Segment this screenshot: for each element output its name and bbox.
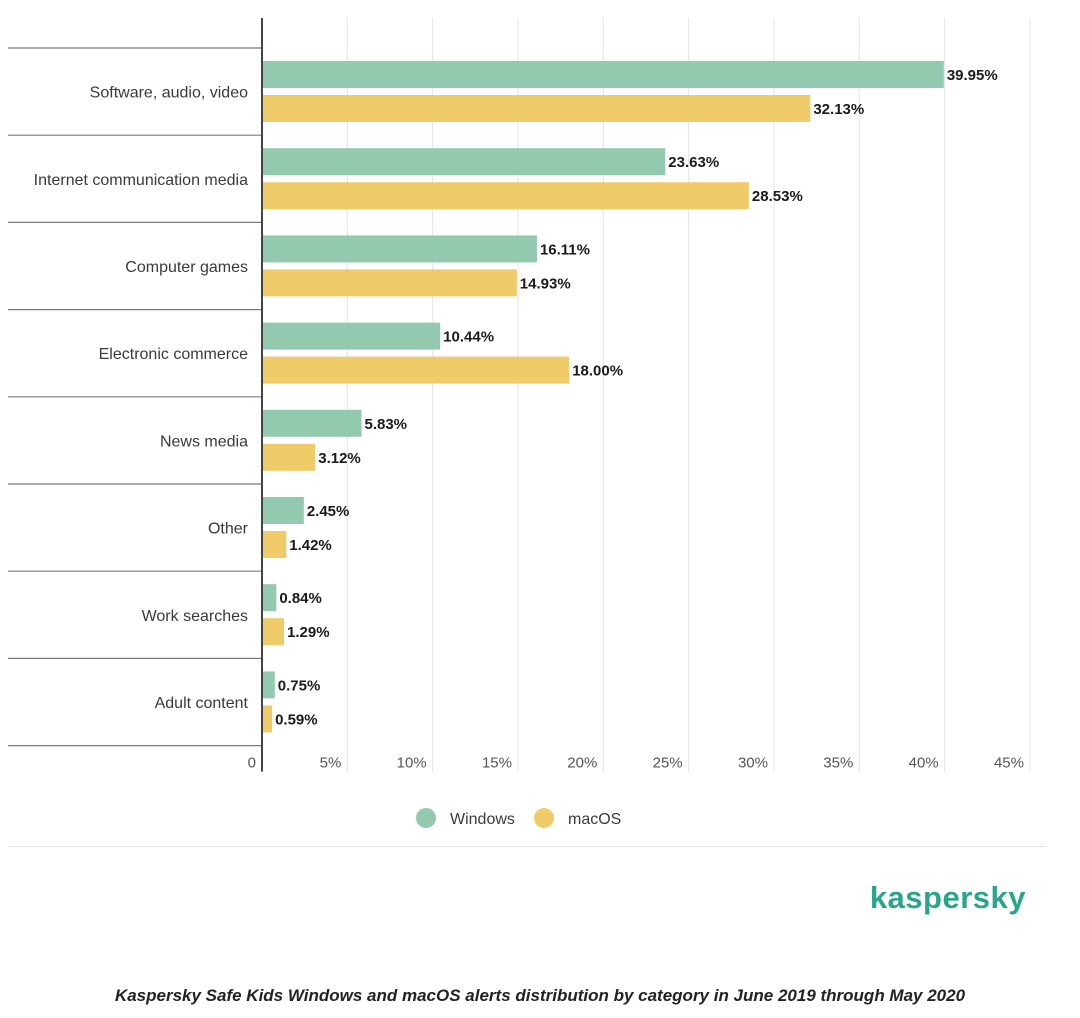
category-label: Software, audio, video <box>90 85 248 102</box>
macos-bar <box>262 531 287 558</box>
windows-bar <box>262 409 362 437</box>
macos-bar <box>262 705 273 733</box>
x-tick-label: 15% <box>482 755 512 772</box>
windows-bar <box>262 235 537 263</box>
x-tick-label: 20% <box>567 755 597 772</box>
windows-legend-label: Windows <box>450 811 515 828</box>
x-tick-label: 30% <box>738 755 768 772</box>
windows-bar <box>262 671 275 699</box>
x-tick-label: 35% <box>823 755 853 772</box>
chart-caption: Kaspersky Safe Kids Windows and macOS al… <box>114 986 966 1005</box>
category-label: News media <box>160 433 248 450</box>
category-separators <box>8 47 262 747</box>
macos-bar <box>262 356 570 384</box>
category-label: Work searches <box>142 608 248 625</box>
x-tick-label: 40% <box>909 755 939 772</box>
macos-value-label: 28.53% <box>752 188 803 205</box>
kaspersky-logo: kaspersky <box>869 880 1026 915</box>
macos-value-label: 0.59% <box>275 711 318 728</box>
macos-bar <box>262 443 316 471</box>
bar-chart: Software, audio, video 39.95% 32.13% Intern… <box>8 18 1031 828</box>
category-label: Other <box>208 521 249 538</box>
macos-bar <box>262 95 811 122</box>
macos-bar <box>262 182 749 210</box>
x-tick-label: 10% <box>397 755 427 772</box>
macos-value-label: 32.13% <box>813 101 864 118</box>
macos-bar <box>262 618 285 646</box>
macos-value-label: 1.42% <box>289 537 332 554</box>
windows-value-label: 23.63% <box>668 154 719 171</box>
windows-value-label: 2.45% <box>307 503 350 520</box>
category-label: Adult content <box>155 695 249 712</box>
windows-legend-swatch <box>416 808 436 828</box>
labels: Software, audio, video 39.95% 32.13% Intern… <box>34 67 998 728</box>
windows-bar <box>262 322 441 350</box>
category-label: Computer games <box>125 259 248 276</box>
macos-value-label: 18.00% <box>572 363 623 380</box>
category-label: Electronic commerce <box>99 346 248 363</box>
macos-value-label: 3.12% <box>318 450 361 467</box>
windows-value-label: 39.95% <box>947 67 998 84</box>
footer-divider <box>8 846 1046 847</box>
windows-value-label: 10.44% <box>443 329 494 346</box>
category-label: Internet communication media <box>34 172 248 189</box>
macos-legend-label: macOS <box>568 811 621 828</box>
macos-value-label: 14.93% <box>520 275 571 292</box>
x-tick-label: 0 <box>248 755 256 772</box>
windows-bar <box>262 584 277 612</box>
windows-value-label: 16.11% <box>540 241 590 258</box>
windows-value-label: 5.83% <box>364 416 407 433</box>
grid-lines <box>346 18 1031 772</box>
windows-value-label: 0.75% <box>278 677 321 694</box>
macos-legend-swatch <box>534 808 554 828</box>
x-tick-label: 5% <box>320 755 342 772</box>
x-tick-label: 25% <box>653 755 683 772</box>
windows-bar <box>262 148 666 176</box>
legend: Windows macOS <box>416 808 621 828</box>
x-tick-label: 45% <box>994 755 1024 772</box>
macos-value-label: 1.29% <box>287 624 330 641</box>
windows-value-label: 0.84% <box>279 590 322 607</box>
windows-bar <box>262 61 944 88</box>
bars <box>262 61 944 733</box>
windows-bar <box>262 497 304 524</box>
x-axis-ticks: 0 5% 10% 15% 20% 25% 30% 35% 40% 45% <box>248 755 1024 772</box>
macos-bar <box>262 269 517 297</box>
